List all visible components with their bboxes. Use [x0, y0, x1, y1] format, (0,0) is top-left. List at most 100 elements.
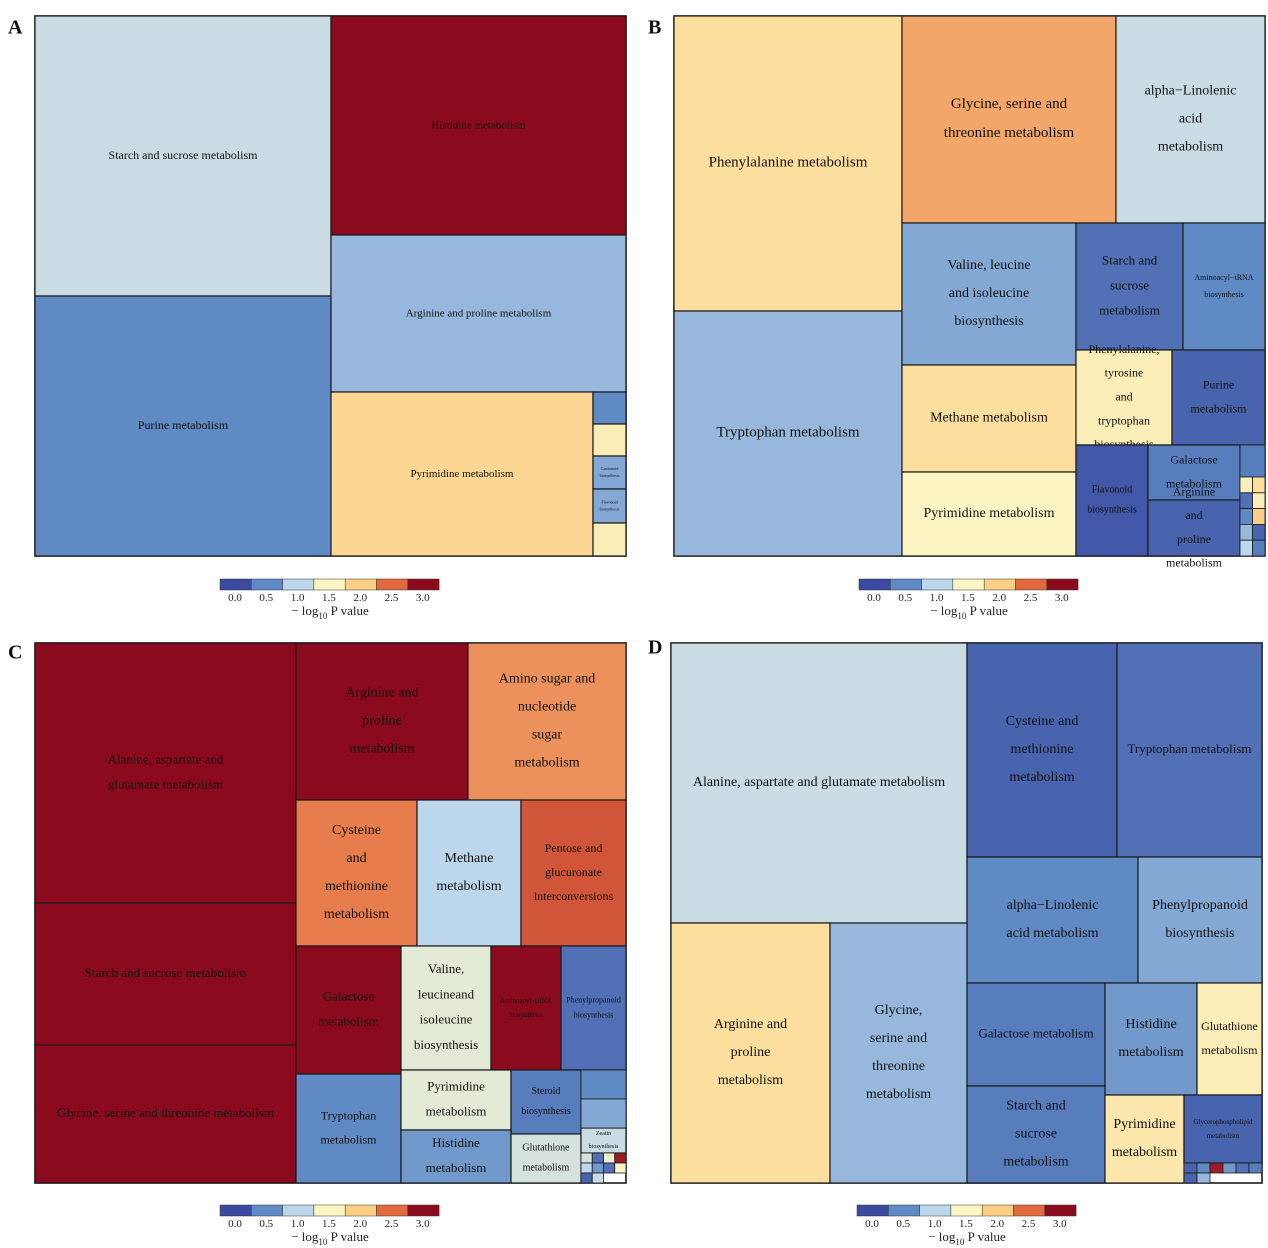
treemap-cell-label-line: threonine metabolism	[944, 126, 1075, 142]
colorbar-swatch	[983, 578, 1016, 591]
treemap-cell	[490, 945, 562, 1071]
colorbar-title-suffix: P value	[327, 1229, 369, 1244]
treemap-cell-label-line: Zeatin	[596, 1132, 611, 1138]
treemap-cell-label: Phenylalanine metabolism	[709, 155, 868, 171]
treemap-cell-label-line: Starch and	[1102, 252, 1158, 267]
colorbar-swatch	[1013, 1204, 1046, 1217]
panel-letter: C	[8, 642, 22, 664]
treemap-cell-label: Glutathione metabolism	[522, 1143, 570, 1174]
colorbar-title-subscript: 10	[955, 1237, 965, 1247]
colorbar-tick-label: 3.0	[1053, 1218, 1067, 1230]
treemap-small-cell	[580, 1098, 627, 1129]
treemap-cell-label-line: metabolism	[514, 756, 579, 771]
colorbar-swatch	[858, 578, 891, 591]
treemap-cell-label: Cysteine and methionine metabolism	[1006, 714, 1079, 785]
colorbar-swatch	[251, 1204, 283, 1217]
treemap-cell-label-line: and	[1185, 508, 1202, 522]
treemap-small-cell	[1252, 508, 1266, 525]
treemap-cell-label-line: Pyrimidine	[427, 1078, 485, 1093]
colorbar: 0.0 0.5 1.0 1.5 2.0 2.5 3.0 − log10 P value	[219, 1204, 440, 1247]
treemap-small-cell	[603, 1162, 616, 1174]
panel-letter: B	[648, 17, 661, 39]
treemap-cell	[295, 799, 418, 947]
treemap-cell-label-line: metabolism	[349, 742, 414, 757]
treemap-cell-label-line: acid metabolism	[1006, 926, 1098, 941]
colorbar-tick-label: 0.0	[867, 592, 881, 604]
treemap-cell-label: Starch and sucrose metabolism	[1099, 252, 1160, 317]
colorbar-swatch	[1015, 578, 1048, 591]
treemap-small-cell	[1239, 444, 1266, 478]
treemap-cell	[1147, 499, 1241, 557]
colorbar-tick-label: 0.0	[228, 1218, 242, 1230]
colorbar-tick-label: 0.0	[228, 592, 242, 604]
treemap-cell-label: Pyrimidine metabolism	[923, 506, 1054, 521]
treemap-cell-label-line: interconversions	[534, 889, 614, 903]
treemap-cell-label-line: nucleotide	[518, 700, 576, 715]
colorbar-swatch	[282, 1204, 315, 1217]
treemap-small-cell	[1239, 524, 1253, 541]
panel-letter: D	[648, 637, 662, 659]
treemap-cell-label-line: Alanine, aspartate and glutamate metabol…	[693, 775, 945, 790]
treemap-cell	[592, 522, 627, 557]
treemap-panel-c: C Alanine, aspartate and glutamate metabol…	[8, 642, 627, 1247]
treemap-cell-label-line: metabolism	[324, 907, 389, 922]
treemap-cell-label-line: metabolism	[866, 1087, 931, 1102]
colorbar-tick-label: 2.5	[385, 1218, 399, 1230]
treemap-small-cell	[1252, 476, 1266, 494]
treemap-cell-label-line: metabolism	[426, 1160, 487, 1175]
colorbar-title: − log10 P value	[930, 603, 1008, 621]
colorbar-title-prefix: − log	[930, 603, 958, 618]
treemap-cell-label-line: Glycine,	[875, 1003, 923, 1018]
colorbar-title-prefix: − log	[928, 1229, 956, 1244]
treemap-cell-label: Pyrimidine metabolism	[426, 1078, 487, 1118]
panel-letter: A	[8, 17, 23, 39]
treemap-cell-label-line: biosynthesis	[600, 473, 620, 478]
colorbar-tick-label: 1.0	[291, 592, 305, 604]
colorbar-title: − log10 P value	[291, 1229, 369, 1247]
treemap-cell-label-line: Phenylpropanoid	[1152, 898, 1248, 913]
colorbar-swatch	[282, 578, 315, 591]
treemap-cell	[34, 15, 332, 297]
treemap-cell-label-line: Pyrimidine	[1113, 1117, 1175, 1132]
treemap-cell-label: Amino sugar and nucleotide sugar metabolism	[499, 672, 595, 771]
treemap-cell-label-line: Galactose metabolism	[978, 1025, 1093, 1040]
treemap-small-cell	[614, 1162, 627, 1174]
treemap-cell	[467, 642, 627, 801]
treemap-cell-label-line: Histidine metabolism	[431, 119, 526, 131]
treemap-cell	[1183, 1094, 1263, 1164]
treemap-cell-label: Arginine and proline metabolism	[714, 1017, 787, 1088]
treemap-cell-label-line: Histidine	[432, 1135, 480, 1150]
treemap-cell-label-line: Glutathione	[522, 1143, 570, 1154]
treemap-cell-label-line: Tryptophan metabolism	[716, 425, 860, 441]
colorbar-swatch	[344, 1204, 377, 1217]
treemap-cell	[901, 364, 1077, 473]
treemap-cell-label-line: biosynthesis	[414, 1037, 478, 1052]
colorbar-swatch	[407, 578, 440, 591]
colorbar-title-prefix: − log	[291, 603, 319, 618]
treemap-cell-label-line: Purine	[1203, 377, 1234, 391]
treemap-small-cell	[1183, 1172, 1198, 1184]
colorbar-swatch	[313, 1204, 346, 1217]
colorbar-title-subscript: 10	[957, 611, 967, 621]
treemap-cell	[966, 856, 1139, 984]
treemap-small-cell	[1196, 1162, 1211, 1174]
treemap-cell-label: Galactose metabolism	[318, 988, 379, 1028]
treemap-cell-label-line: metabolism	[436, 879, 501, 894]
treemap-cell-label-line: and	[346, 851, 366, 866]
treemap-cell-label-line: biosynthesis	[521, 1106, 571, 1117]
colorbar-swatch	[313, 578, 346, 591]
treemap-cell	[901, 222, 1077, 366]
treemap-cell-label-line: metabolism	[1158, 140, 1223, 155]
treemap-cell	[510, 1133, 582, 1184]
treemap-cell	[295, 1073, 402, 1184]
treemap-cell-label-line: biosynthesis	[954, 314, 1023, 329]
treemap-cell-label-line: Arginine and	[345, 686, 418, 701]
treemap-cell-label: Phenylpropanoid biosynthesis	[1152, 898, 1248, 941]
treemap-cell	[1137, 856, 1263, 984]
colorbar-title-prefix: − log	[291, 1229, 319, 1244]
treemap-cell-label-line: proline	[731, 1045, 771, 1060]
treemap-cell-label-line: Histidine	[1125, 1017, 1176, 1032]
colorbar-tick-label: 1.0	[930, 592, 944, 604]
treemap-cell-label-line: acid	[1179, 112, 1202, 127]
treemap-cell	[295, 945, 402, 1075]
